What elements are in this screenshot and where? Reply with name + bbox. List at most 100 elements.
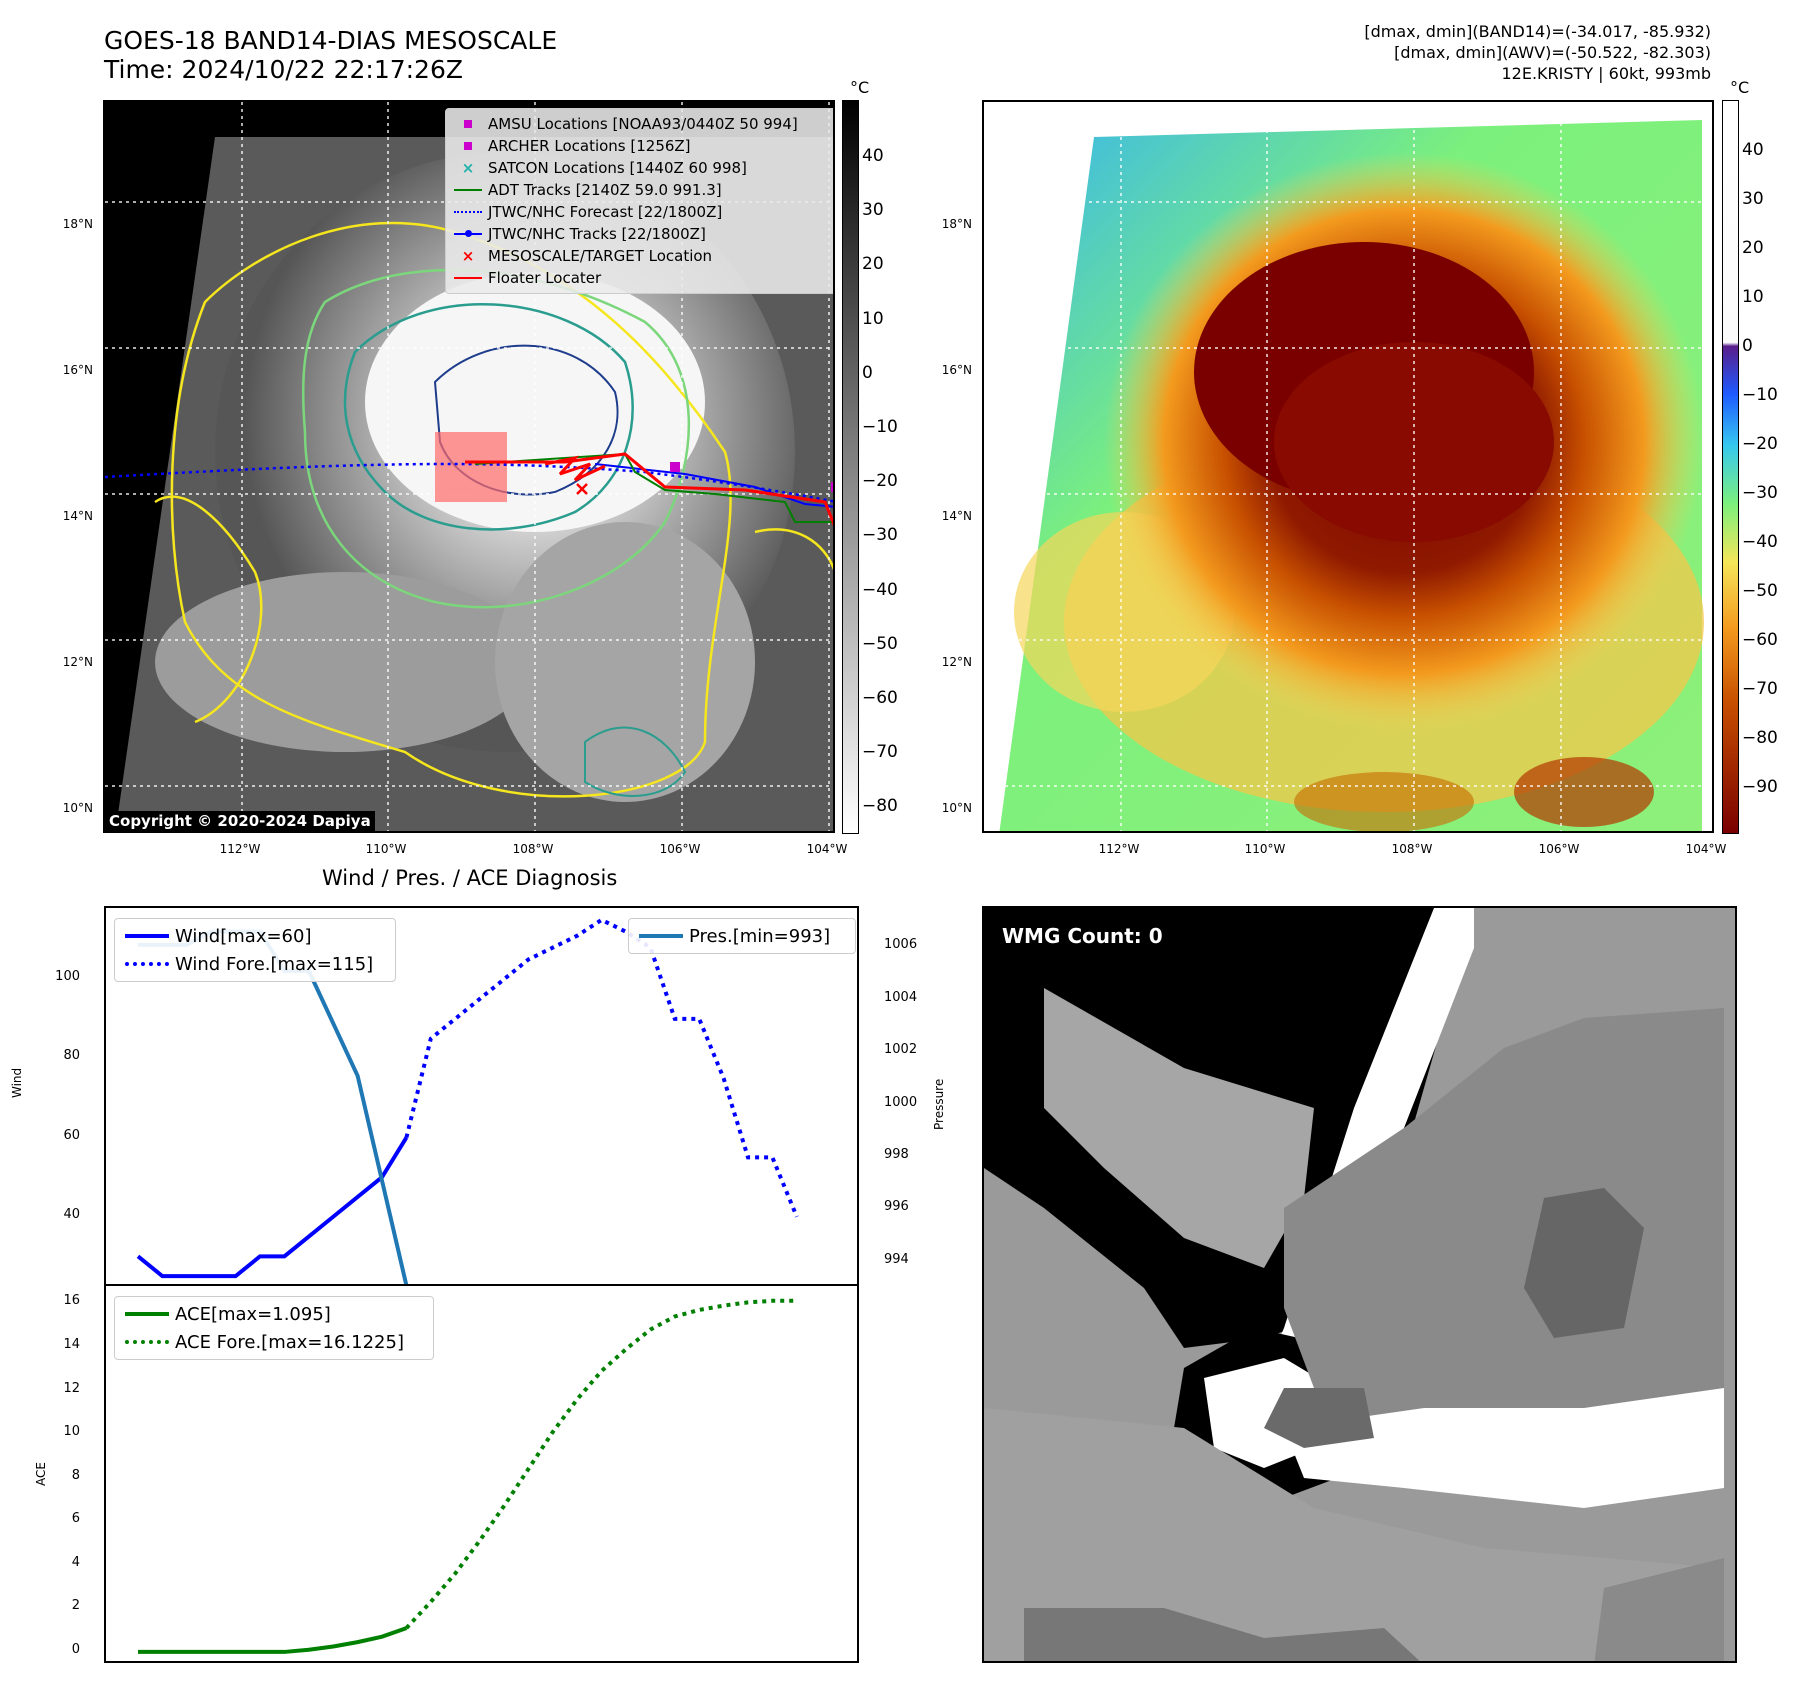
legend-label: ARCHER Locations [1256Z] bbox=[488, 137, 691, 155]
lon-label: 104°W bbox=[1685, 842, 1727, 856]
main-title-line2: Time: 2024/10/22 22:17:26Z bbox=[104, 55, 463, 84]
dias-colorbar-unit: °C bbox=[1730, 78, 1750, 97]
dias-colorbar bbox=[1722, 100, 1739, 834]
pressure-series-line bbox=[138, 929, 409, 1284]
colorbar-tick-label: −30 bbox=[1742, 483, 1778, 503]
pressure-tick-label: 1006 bbox=[884, 937, 918, 953]
legend-amsu: AMSU Locations [NOAA93/0440Z 50 994] bbox=[448, 113, 833, 135]
lat-label: 14°N bbox=[62, 509, 93, 523]
green-dotted-line-icon bbox=[119, 1340, 175, 1344]
colorbar-tick-label: 30 bbox=[862, 200, 884, 221]
colorbar-tick-label: −20 bbox=[862, 471, 898, 492]
legend-label: Wind Fore.[max=115] bbox=[175, 953, 374, 975]
legend-wind-fore: Wind Fore.[max=115] bbox=[119, 950, 391, 978]
ace-tick-label: 0 bbox=[71, 1641, 80, 1657]
lon-label: 110°W bbox=[1244, 842, 1286, 856]
lat-label: 10°N bbox=[941, 801, 972, 815]
pressure-tick-label: 1000 bbox=[884, 1094, 918, 1110]
legend-adt: ADT Tracks [2140Z 59.0 991.3] bbox=[448, 179, 833, 201]
colorbar-tick-label: 30 bbox=[1742, 189, 1764, 209]
ace-tick-label: 12 bbox=[63, 1380, 80, 1396]
ace-legend: ACE[max=1.095] ACE Fore.[max=16.1225] bbox=[114, 1296, 434, 1360]
steelblue-line-icon bbox=[633, 934, 689, 938]
legend-forecast: JTWC/NHC Forecast [22/1800Z] bbox=[448, 201, 833, 223]
pressure-tick-label: 998 bbox=[884, 1146, 909, 1162]
main-title-line1: GOES-18 BAND14-DIAS MESOSCALE bbox=[104, 26, 558, 55]
ace-tick-label: 6 bbox=[71, 1511, 80, 1527]
colorbar-tick-label: −90 bbox=[1742, 777, 1778, 797]
dias-map-panel bbox=[982, 100, 1714, 833]
wind-tick-label: 60 bbox=[63, 1127, 80, 1143]
pressure-tick-label: 996 bbox=[884, 1199, 909, 1215]
ir-colorbar bbox=[842, 100, 859, 834]
red-x-icon: × bbox=[461, 247, 475, 265]
ir-colorbar-unit: °C bbox=[850, 78, 870, 97]
lon-label: 108°W bbox=[512, 842, 554, 856]
colorbar-tick-label: −30 bbox=[862, 525, 898, 546]
pres-axis-label: Pressure bbox=[932, 1078, 946, 1130]
pressure-tick-label: 1002 bbox=[884, 1042, 918, 1058]
ir-map-image bbox=[105, 102, 833, 831]
blue-line-icon bbox=[119, 934, 175, 938]
pres-legend: Pres.[min=993] bbox=[628, 918, 856, 954]
lon-label: 108°W bbox=[1391, 842, 1433, 856]
colorbar-tick-label: −60 bbox=[862, 688, 898, 708]
info-line3: 12E.KRISTY | 60kt, 993mb bbox=[1501, 64, 1712, 83]
info-line1: [dmax, dmin](BAND14)=(-34.017, -85.932) bbox=[1364, 22, 1711, 41]
colorbar-tick-label: −20 bbox=[1742, 434, 1778, 454]
diagnosis-title: Wind / Pres. / ACE Diagnosis bbox=[322, 866, 618, 890]
wind-legend: Wind[max=60] Wind Fore.[max=115] bbox=[114, 918, 396, 982]
colorbar-tick-label: 10 bbox=[862, 308, 884, 329]
magenta-square-icon bbox=[448, 120, 488, 128]
ace-series-line bbox=[138, 1626, 408, 1654]
pressure-tick-label: 994 bbox=[884, 1251, 909, 1267]
colorbar-tick-label: −60 bbox=[1742, 630, 1778, 650]
wind-axis-label: Wind bbox=[10, 1067, 24, 1098]
lon-label: 112°W bbox=[219, 842, 261, 856]
legend-label: JTWC/NHC Forecast [22/1800Z] bbox=[488, 203, 723, 221]
dias-map-image bbox=[984, 102, 1712, 831]
colorbar-tick-label: −80 bbox=[1742, 728, 1778, 748]
wind-tick-label: 80 bbox=[63, 1048, 80, 1064]
legend-target: × MESOSCALE/TARGET Location bbox=[448, 245, 833, 267]
legend-tracks: JTWC/NHC Tracks [22/1800Z] bbox=[448, 223, 833, 245]
ace-plot bbox=[138, 1298, 797, 1654]
magenta-square-icon bbox=[448, 142, 488, 150]
blue-dotted-line-icon bbox=[119, 962, 175, 966]
colorbar-tick-label: −50 bbox=[862, 633, 898, 654]
blue-dotted-line-icon bbox=[448, 211, 488, 213]
legend-wind: Wind[max=60] bbox=[119, 922, 391, 950]
ace-tick-label: 16 bbox=[63, 1293, 80, 1309]
legend-label: ACE Fore.[max=16.1225] bbox=[175, 1331, 404, 1353]
colorbar-tick-label: −40 bbox=[862, 579, 898, 600]
legend-label: Wind[max=60] bbox=[175, 925, 312, 947]
colorbar-tick-label: −80 bbox=[862, 796, 898, 817]
legend-ace: ACE[max=1.095] bbox=[119, 1300, 429, 1328]
ace-tick-label: 14 bbox=[63, 1336, 80, 1352]
lat-label: 18°N bbox=[62, 217, 93, 231]
cyan-x-icon: × bbox=[461, 159, 475, 177]
colorbar-tick-label: 40 bbox=[862, 146, 884, 166]
ace-tick-label: 2 bbox=[71, 1598, 80, 1614]
colorbar-tick-label: 20 bbox=[862, 254, 884, 275]
legend-label: Floater Locater bbox=[488, 269, 602, 287]
colorbar-tick-label: 0 bbox=[862, 362, 873, 383]
ace-tick-label: 4 bbox=[71, 1554, 80, 1570]
lat-label: 16°N bbox=[62, 363, 93, 377]
wmg-panel: WMG Count: 0 bbox=[982, 906, 1737, 1663]
lon-label: 106°W bbox=[1538, 842, 1580, 856]
wind-pres-panel: Wind[max=60] Wind Fore.[max=115] Pres.[m… bbox=[104, 906, 859, 1286]
wmg-count-badge: WMG Count: 0 bbox=[994, 920, 1171, 952]
green-line-icon bbox=[448, 189, 488, 191]
info-line2: [dmax, dmin](AWV)=(-50.522, -82.303) bbox=[1394, 43, 1711, 62]
legend-archer: ARCHER Locations [1256Z] bbox=[448, 135, 833, 157]
copyright-label: Copyright © 2020-2024 Dapiya bbox=[105, 811, 375, 831]
ace-panel: ACE[max=1.095] ACE Fore.[max=16.1225] bbox=[104, 1284, 859, 1663]
wmg-image bbox=[984, 908, 1724, 1661]
colorbar-tick-label: 0 bbox=[1742, 336, 1753, 356]
colorbar-tick-label: 20 bbox=[1742, 238, 1764, 258]
colorbar-tick-label: −70 bbox=[1742, 679, 1778, 699]
lat-label: 10°N bbox=[62, 801, 93, 815]
legend-ace-fore: ACE Fore.[max=16.1225] bbox=[119, 1328, 429, 1356]
ace-forecast-series-line bbox=[404, 1298, 797, 1630]
